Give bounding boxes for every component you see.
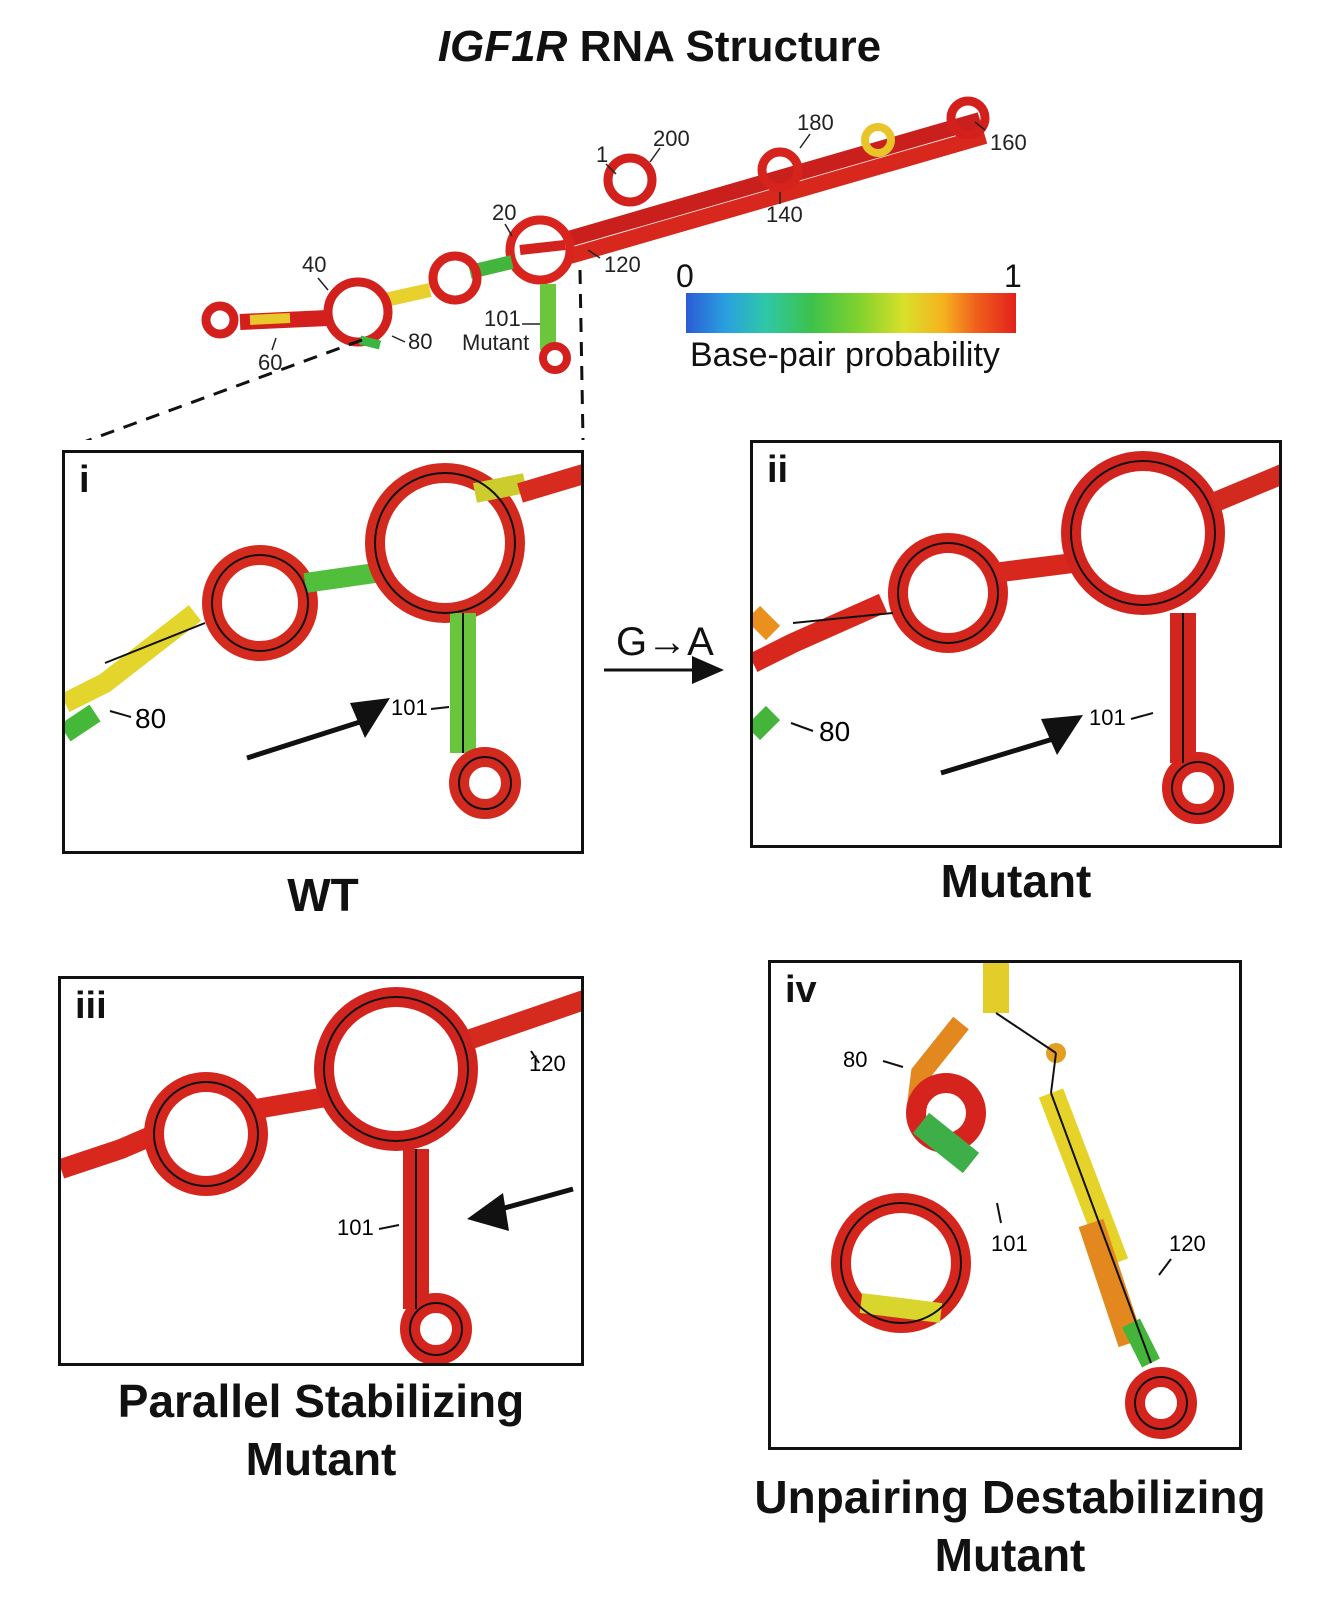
title-gene: IGF1R: [437, 22, 568, 71]
panel-iii-label-101: 101: [337, 1215, 374, 1240]
panel-i-arrow: [350, 698, 390, 738]
panel-iii: iii 120 101: [58, 976, 584, 1366]
panel-ii-structure: 80 101: [753, 451, 1279, 824]
zoom-dashed-lines: [84, 269, 585, 440]
panel-i-label-101: 101: [391, 695, 428, 720]
overview-number-labels: 1 200 180 160 140 120 20 40 60 80 101 Mu…: [258, 110, 1027, 375]
panel-iii-caption-line2: Mutant: [245, 1433, 397, 1485]
figure-title: IGF1R RNA Structure: [0, 22, 1319, 72]
panel-iii-structure: 120 101: [61, 987, 581, 1363]
panel-iv-label-120: 120: [1169, 1231, 1206, 1256]
panel-ii-label-101: 101: [1089, 705, 1126, 730]
panel-iii-caption-line1: Parallel Stabilizing: [117, 1375, 525, 1427]
panel-iv-label-80: 80: [843, 1047, 867, 1072]
panel-i-caption: WT: [287, 869, 359, 921]
panel-iv-label-101: 101: [991, 1231, 1028, 1256]
overview-label-140: 140: [766, 202, 803, 227]
colorbar-min-label: 0: [676, 258, 694, 294]
panel-i: i 80 101: [62, 450, 584, 854]
panel-ii-label-80: 80: [819, 716, 850, 747]
overview-label-200: 200: [653, 126, 690, 151]
overview-label-20: 20: [492, 200, 516, 225]
overview-label-80: 80: [408, 329, 432, 354]
panel-ii-caption: Mutant: [940, 855, 1092, 907]
panel-iv-id: iv: [785, 969, 817, 1011]
overview-label-60: 60: [258, 350, 282, 375]
colorbar-max-label: 1: [1004, 258, 1022, 294]
panel-iii-caption: Parallel Stabilizing Mutant: [58, 1372, 584, 1488]
panel-iii-id: iii: [75, 985, 107, 1027]
panel-iii-arrow: [467, 1193, 509, 1231]
panel-i-label-80: 80: [135, 703, 166, 734]
mutation-arrow: [604, 656, 724, 684]
panel-iv: iv 80 101 120: [768, 960, 1242, 1450]
overview-label-180: 180: [797, 110, 834, 135]
title-suffix: RNA Structure: [567, 22, 882, 71]
colorbar-gradient: [686, 293, 1016, 333]
panel-iv-structure: 80 101 120: [831, 963, 1206, 1439]
colorbar-label: Base-pair probability: [690, 336, 1000, 374]
panel-ii-id: ii: [767, 449, 789, 491]
overview-backbone: [201, 96, 990, 374]
panel-iv-caption: Unpairing Destabilizing Mutant: [720, 1468, 1300, 1584]
overview-label-101: 101: [484, 306, 521, 331]
overview-label-mutant: Mutant: [462, 330, 529, 355]
panel-iv-caption-line1: Unpairing Destabilizing: [754, 1471, 1266, 1523]
panel-iv-caption-line2: Mutant: [934, 1529, 1086, 1581]
overview-label-120: 120: [604, 252, 641, 277]
panel-ii-arrow: [1041, 715, 1083, 755]
panel-i-structure: 80 101: [65, 463, 581, 819]
panel-i-id: i: [79, 459, 90, 501]
mutation-label: G→A: [616, 620, 714, 664]
overview-label-40: 40: [302, 252, 326, 277]
overview-leader-lines: [271, 121, 986, 351]
overview-label-1: 1: [596, 142, 608, 167]
panel-iii-label-120: 120: [529, 1051, 566, 1076]
overview-label-160: 160: [990, 130, 1027, 155]
overview-rna-structure: 1 200 180 160 140 120 20 40 60 80 101 Mu…: [84, 96, 1027, 440]
panel-ii: ii 80 101: [750, 440, 1282, 848]
